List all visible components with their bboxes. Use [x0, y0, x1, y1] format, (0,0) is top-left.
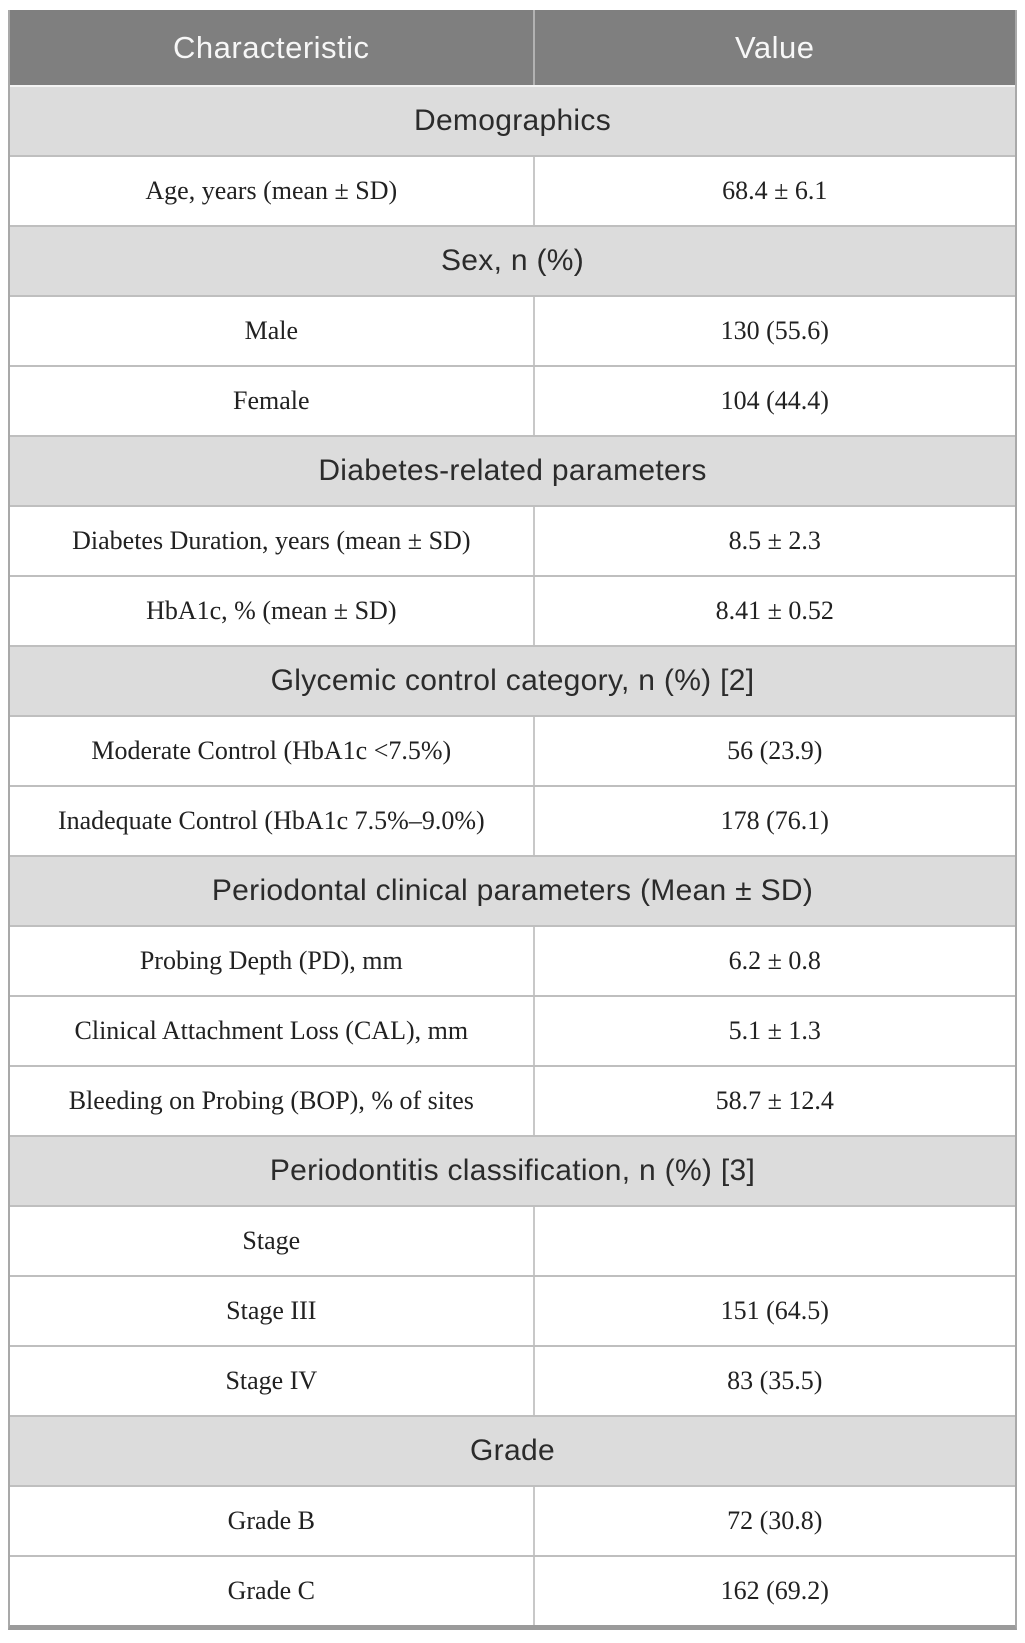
characteristic-cell: Clinical Attachment Loss (CAL), mm: [74, 1016, 469, 1045]
value-cell: 58.7 ± 12.4: [532, 1067, 1015, 1135]
table-row: Stage: [10, 1205, 1015, 1275]
section-row: Periodontitis classification, n (%) [3]: [10, 1135, 1015, 1205]
value-cell: 6.2 ± 0.8: [532, 927, 1015, 995]
value-cell: 162 (69.2): [532, 1557, 1015, 1625]
section-row: Glycemic control category, n (%) [2]: [10, 645, 1015, 715]
table-row: Clinical Attachment Loss (CAL), mm 5.1 ± …: [10, 995, 1015, 1065]
section-row: Periodontal clinical parameters (Mean ± …: [10, 855, 1015, 925]
value-cell: 151 (64.5): [532, 1277, 1015, 1345]
value-cell: [532, 1207, 1015, 1275]
table-row: Moderate Control (HbA1c <7.5%) 56 (23.9): [10, 715, 1015, 785]
value-cell: 8.5 ± 2.3: [532, 507, 1015, 575]
section-label: Periodontal clinical parameters (Mean ± …: [211, 874, 814, 907]
section-row: Demographics: [10, 85, 1015, 155]
characteristic-cell: Female: [233, 386, 310, 415]
table-row: Diabetes Duration, years (mean ± SD) 8.5 …: [10, 505, 1015, 575]
characteristic-cell: Grade C: [227, 1576, 315, 1605]
value-cell: 8.41 ± 0.52: [532, 577, 1015, 645]
table-row: Bleeding on Probing (BOP), % of sites 58.…: [10, 1065, 1015, 1135]
characteristic-cell: HbA1c, % (mean ± SD): [146, 596, 397, 625]
section-label: Grade: [470, 1434, 555, 1467]
characteristic-cell: Stage III: [226, 1296, 317, 1325]
value-cell: 104 (44.4): [532, 367, 1015, 435]
section-label: Glycemic control category, n (%) [2]: [270, 664, 755, 697]
characteristic-cell: Diabetes Duration, years (mean ± SD): [72, 526, 471, 555]
table-row: Male 130 (55.6): [10, 295, 1015, 365]
section-row: Diabetes-related parameters: [10, 435, 1015, 505]
characteristic-cell: Probing Depth (PD), mm: [139, 946, 403, 975]
characteristic-cell: Bleeding on Probing (BOP), % of sites: [68, 1086, 474, 1115]
table-row: Grade C 162 (69.2): [10, 1555, 1015, 1625]
table-row: Age, years (mean ± SD) 68.4 ± 6.1: [10, 155, 1015, 225]
characteristic-cell: Stage IV: [225, 1366, 318, 1395]
table-row: Inadequate Control (HbA1c 7.5%–9.0%) 178 …: [10, 785, 1015, 855]
characteristic-cell: Stage: [242, 1226, 301, 1255]
table-row: Stage IV 83 (35.5): [10, 1345, 1015, 1415]
characteristic-cell: Grade B: [227, 1506, 315, 1535]
characteristic-cell: Moderate Control (HbA1c <7.5%): [91, 736, 452, 765]
value-cell: 56 (23.9): [532, 717, 1015, 785]
value-cell: 178 (76.1): [532, 787, 1015, 855]
section-row: Sex, n (%): [10, 225, 1015, 295]
table-body: Demographics Age, years (mean ± SD) 68.4 ±…: [10, 85, 1015, 1625]
characteristic-cell: Age, years (mean ± SD): [145, 176, 398, 205]
section-label: Periodontitis classification, n (%) [3]: [269, 1154, 756, 1187]
table-row: Stage III 151 (64.5): [10, 1275, 1015, 1345]
table-header-row: Characteristic Value: [10, 10, 1015, 85]
column-header-characteristic: Characteristic: [173, 29, 370, 65]
section-label: Diabetes-related parameters: [318, 454, 707, 487]
table-row: HbA1c, % (mean ± SD) 8.41 ± 0.52: [10, 575, 1015, 645]
value-cell: 130 (55.6): [532, 297, 1015, 365]
section-label: Demographics: [413, 104, 612, 137]
value-cell: 68.4 ± 6.1: [532, 157, 1015, 225]
characteristic-cell: Male: [244, 316, 298, 345]
section-row: Grade: [10, 1415, 1015, 1485]
value-cell: 72 (30.8): [532, 1487, 1015, 1555]
characteristic-cell: Inadequate Control (HbA1c 7.5%–9.0%): [57, 806, 485, 835]
table-row: Grade B 72 (30.8): [10, 1485, 1015, 1555]
characteristics-table: Characteristic Value Demographics Age, ye…: [8, 10, 1017, 1630]
value-cell: 83 (35.5): [532, 1347, 1015, 1415]
section-label: Sex, n (%): [440, 244, 585, 277]
column-header-value: Value: [532, 10, 1015, 85]
value-cell: 5.1 ± 1.3: [532, 997, 1015, 1065]
table-row: Probing Depth (PD), mm 6.2 ± 0.8: [10, 925, 1015, 995]
table-row: Female 104 (44.4): [10, 365, 1015, 435]
